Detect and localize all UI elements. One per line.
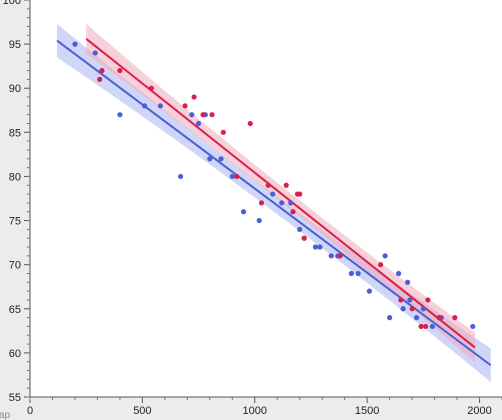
y-tick-label: 90 — [9, 83, 21, 95]
data-point-series-1-23 — [328, 253, 334, 259]
x-tick-label: 1500 — [355, 405, 379, 417]
data-points — [72, 41, 476, 330]
data-point-series-1-34 — [413, 315, 420, 321]
data-point-series-1-1 — [72, 41, 78, 47]
data-point-series-1-21 — [312, 244, 319, 250]
data-point-series-1-7 — [177, 173, 184, 180]
data-point-series-1-8 — [189, 112, 195, 118]
x-tick-label: 2000 — [467, 405, 491, 417]
data-point-series-1-11 — [207, 156, 213, 162]
data-point-series-2-13 — [265, 182, 271, 188]
y-tick-label: 60 — [9, 348, 21, 360]
data-point-series-2-24 — [422, 323, 429, 330]
data-point-series-2-17 — [297, 191, 303, 197]
data-point-series-2-11 — [247, 120, 253, 127]
y-tick-label: 100 — [3, 0, 21, 7]
data-point-series-2-27 — [452, 315, 458, 321]
data-point-series-1-19 — [297, 226, 303, 232]
x-tick-label: 1000 — [243, 405, 267, 417]
data-point-series-2-23 — [418, 323, 424, 330]
data-point-series-2-22 — [409, 306, 415, 312]
data-point-series-1-12 — [218, 156, 224, 162]
data-point-series-2-2 — [99, 67, 105, 74]
data-point-series-1-2 — [92, 50, 98, 56]
data-point-series-2-26 — [436, 315, 442, 321]
data-point-series-1-13 — [229, 173, 235, 180]
data-point-series-2-10 — [234, 173, 240, 180]
data-point-series-2-20 — [378, 262, 384, 268]
data-point-series-1-9 — [195, 120, 202, 127]
data-point-series-1-5 — [142, 103, 148, 109]
data-point-series-2-25 — [425, 297, 431, 303]
data-point-series-1-33 — [407, 297, 413, 303]
axis-label-cutoff: ap — [0, 410, 11, 420]
data-point-series-1-22 — [317, 244, 323, 250]
y-tick-label: 95 — [9, 39, 21, 51]
data-point-series-1-4 — [117, 112, 123, 118]
data-point-series-1-14 — [240, 209, 247, 215]
data-point-series-1-38 — [470, 323, 476, 330]
y-tick-label: 55 — [9, 392, 21, 404]
y-tick-label: 70 — [9, 260, 21, 272]
data-point-series-2-9 — [220, 129, 226, 135]
data-point-series-1-32 — [405, 279, 411, 285]
data-point-series-2-3 — [117, 67, 123, 74]
y-tick-label: 80 — [9, 171, 21, 183]
data-point-series-2-19 — [337, 253, 343, 259]
data-point-series-2-6 — [191, 94, 197, 100]
data-point-series-1-29 — [387, 315, 393, 321]
data-point-series-1-16 — [270, 191, 276, 197]
data-point-series-2-14 — [283, 182, 289, 188]
y-tick-label: 85 — [9, 127, 21, 139]
data-point-series-1-18 — [288, 200, 294, 206]
data-point-series-2-5 — [182, 103, 188, 109]
data-point-series-1-26 — [355, 270, 361, 277]
data-point-series-1-27 — [366, 288, 372, 294]
x-tick-label: 500 — [133, 405, 151, 417]
data-point-series-1-17 — [279, 200, 285, 206]
data-point-series-2-15 — [290, 209, 296, 215]
x-tick-label: 0 — [27, 405, 33, 417]
data-point-series-1-30 — [396, 270, 402, 277]
y-axis-ticks: 55 60 65 70 75 80 85 90 95 100 — [3, 0, 30, 404]
data-point-series-2-21 — [398, 297, 404, 303]
y-tick-label: 75 — [9, 216, 21, 228]
data-point-series-1-35 — [420, 306, 426, 312]
data-point-series-1-36 — [429, 323, 435, 330]
data-point-series-2-18 — [301, 235, 307, 241]
data-point-series-2-12 — [258, 200, 265, 206]
data-point-series-1-28 — [382, 253, 388, 259]
x-axis-ticks: 0 500 1000 1500 2000 — [27, 397, 502, 417]
data-point-series-2-1 — [97, 76, 103, 82]
data-point-series-1-31 — [400, 306, 406, 312]
data-point-series-2-4 — [148, 85, 154, 91]
data-point-series-1-15 — [256, 217, 262, 224]
data-point-series-2-8 — [209, 112, 215, 118]
data-point-series-1-25 — [348, 270, 355, 277]
fit-line-series-1 — [56, 39, 492, 367]
y-tick-label: 65 — [9, 304, 21, 316]
data-point-series-1-6 — [157, 103, 163, 109]
data-point-series-2-7 — [200, 112, 206, 118]
